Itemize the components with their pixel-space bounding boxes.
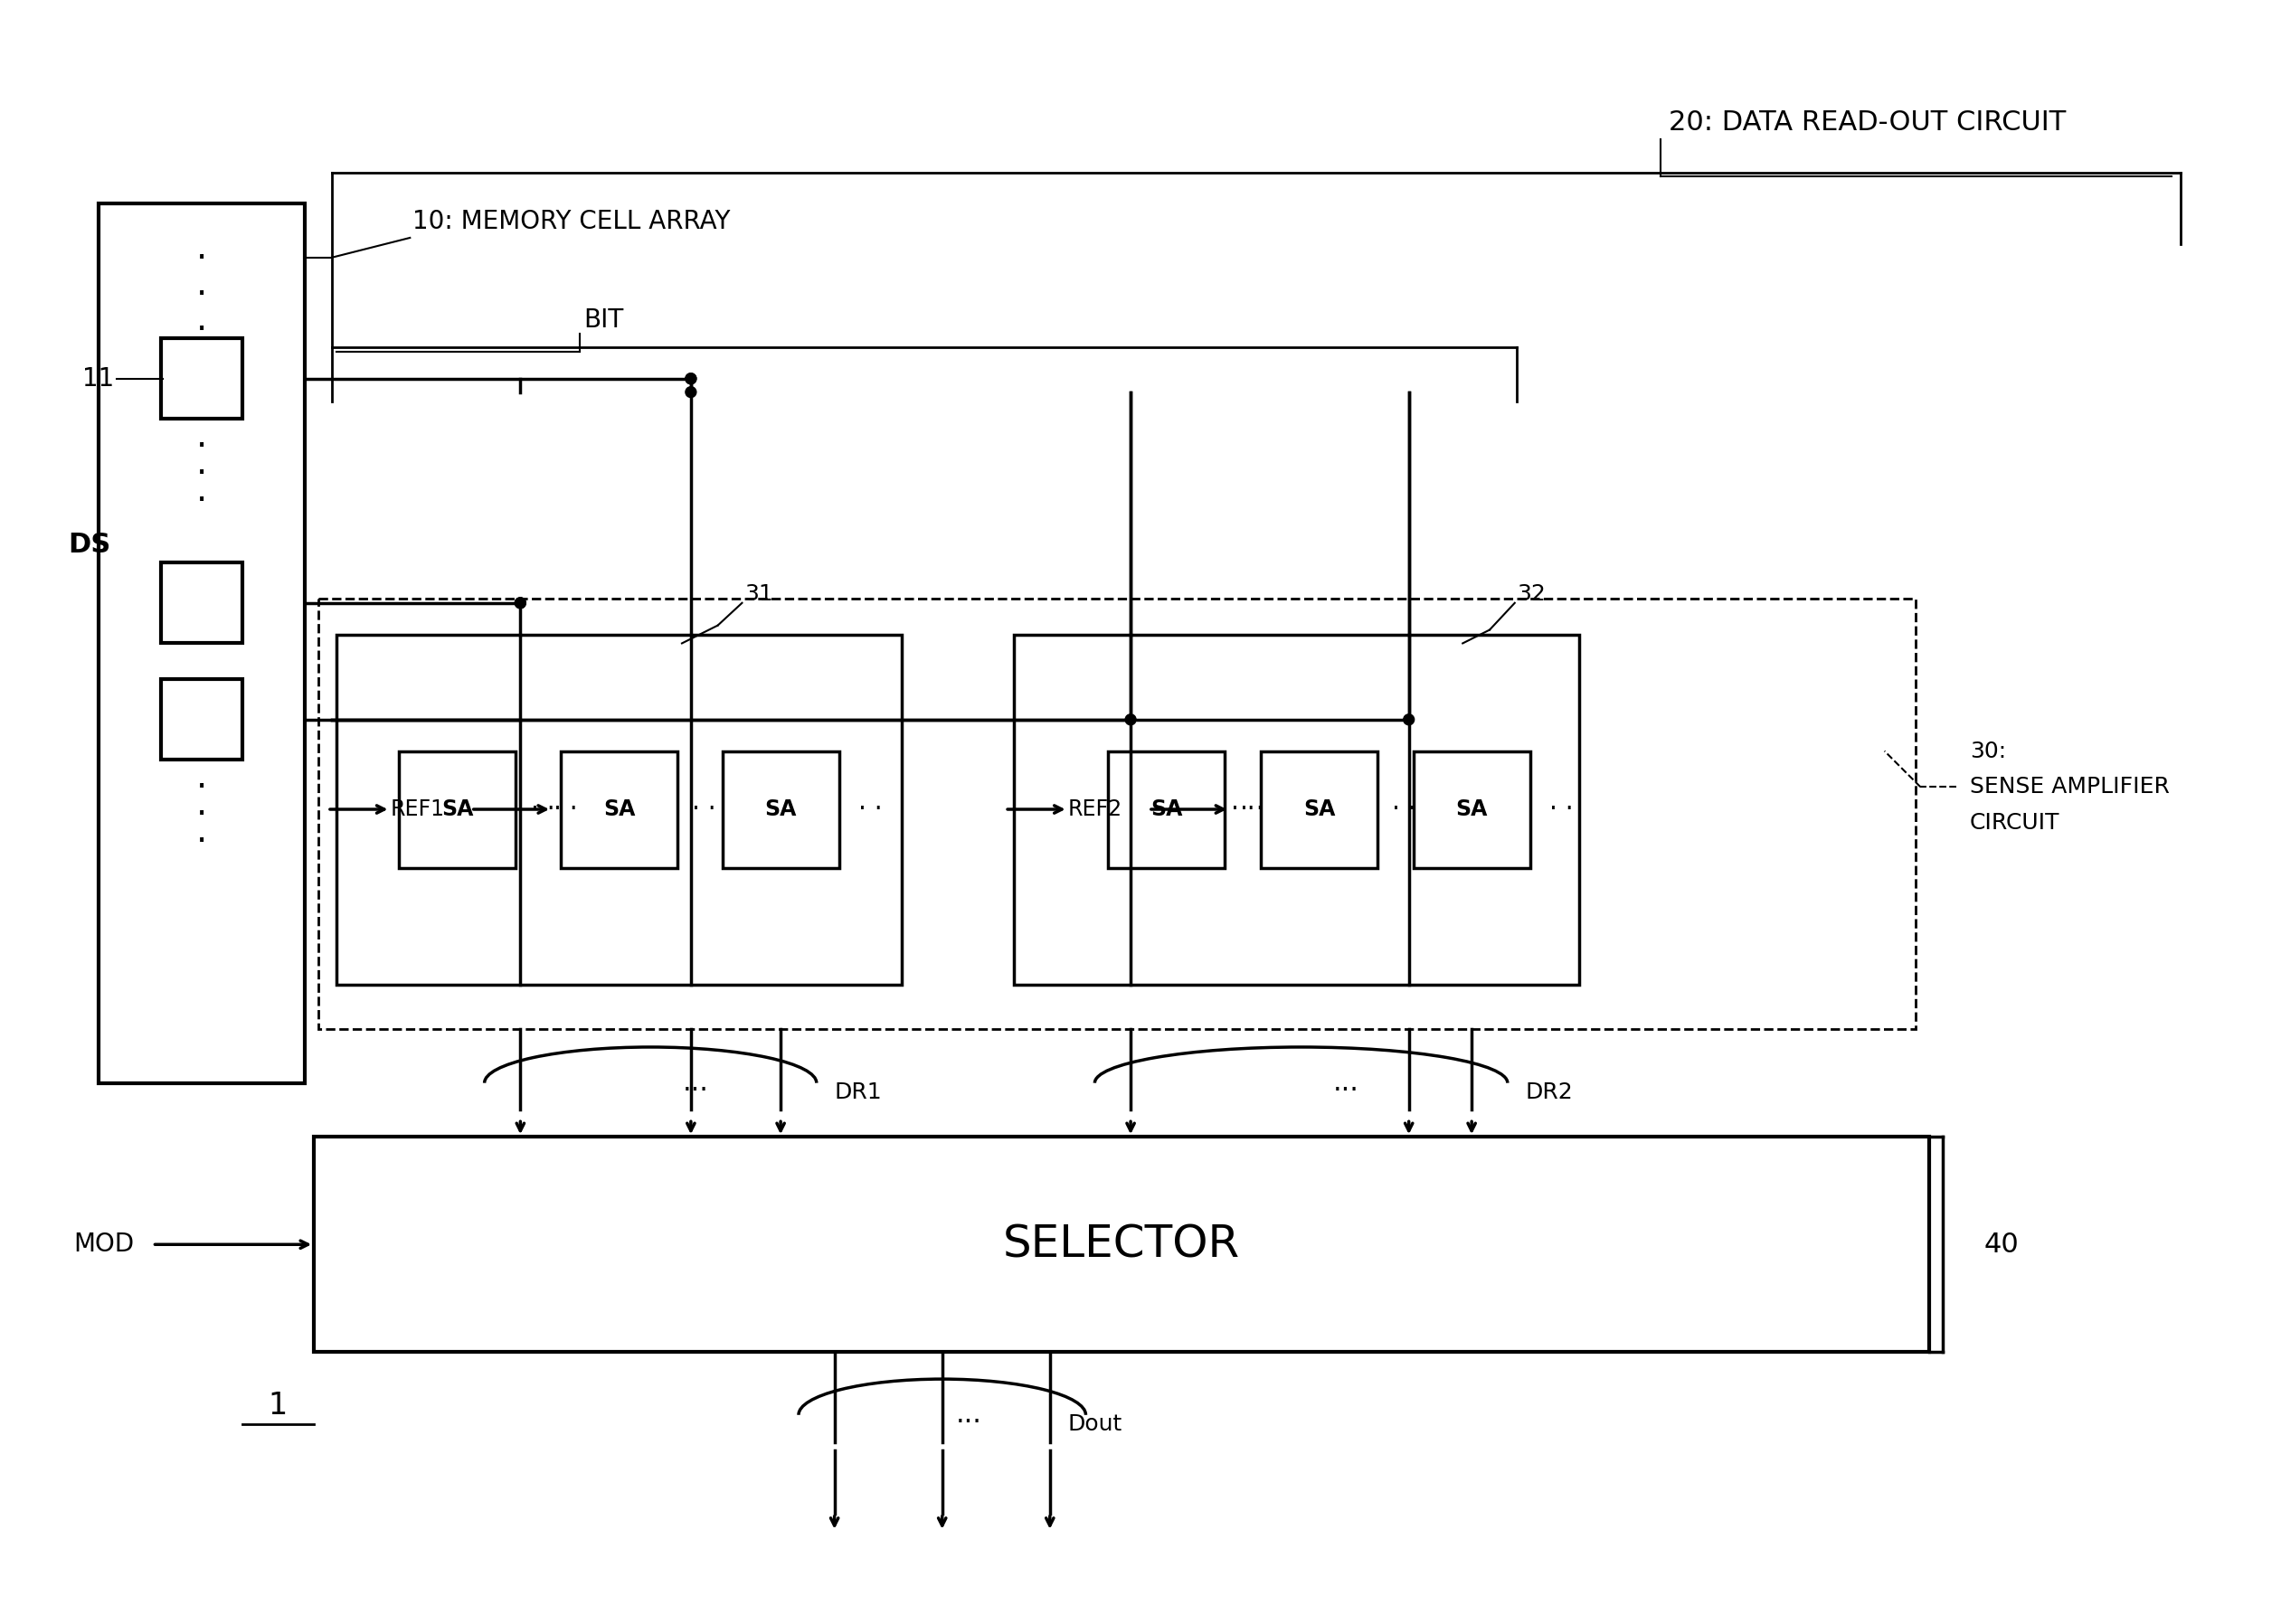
Text: .: .: [196, 268, 208, 302]
Text: SA: SA: [1150, 799, 1182, 820]
Text: SA: SA: [602, 799, 634, 820]
Text: DR2: DR2: [1526, 1082, 1574, 1103]
Text: .: .: [196, 788, 208, 822]
Bar: [335, 635, 901, 984]
Text: 30:: 30:: [1971, 741, 2005, 762]
Text: ...: ...: [682, 1070, 709, 1096]
Text: CIRCUIT: CIRCUIT: [1971, 812, 2060, 833]
Circle shape: [1125, 715, 1136, 724]
Text: 10: MEMORY CELL ARRAY: 10: MEMORY CELL ARRAY: [413, 209, 730, 234]
Text: BIT: BIT: [584, 307, 623, 333]
Text: SA: SA: [764, 799, 796, 820]
Text: SA: SA: [443, 799, 474, 820]
Text: REF1: REF1: [390, 799, 445, 820]
Text: · ·: · ·: [1549, 797, 1574, 822]
Text: 1: 1: [269, 1392, 287, 1421]
Bar: [1109, 750, 1225, 867]
Text: .: .: [196, 447, 208, 481]
Text: · ·: · ·: [554, 797, 577, 822]
Text: SA: SA: [1302, 799, 1334, 820]
Text: 32: 32: [1517, 583, 1544, 604]
Text: SELECTOR: SELECTOR: [1004, 1223, 1241, 1267]
Text: 11: 11: [82, 365, 114, 391]
Text: MOD: MOD: [73, 1233, 135, 1257]
Text: · ·: · ·: [858, 797, 883, 822]
Text: ...: ...: [956, 1402, 983, 1427]
Circle shape: [687, 374, 696, 383]
Text: 20: DATA READ-OUT CIRCUIT: 20: DATA READ-OUT CIRCUIT: [1670, 110, 2067, 136]
Text: DR1: DR1: [835, 1082, 883, 1103]
Text: SENSE AMPLIFIER: SENSE AMPLIFIER: [1971, 776, 2169, 797]
Text: SA: SA: [1455, 799, 1487, 820]
Text: .: .: [196, 419, 208, 455]
Text: Dout: Dout: [1068, 1413, 1122, 1434]
Text: DS: DS: [68, 531, 112, 557]
Bar: [162, 679, 242, 760]
Text: .: .: [196, 474, 208, 508]
Bar: [399, 750, 516, 867]
Text: 31: 31: [744, 583, 773, 604]
Text: REF2: REF2: [1068, 799, 1122, 820]
Text: 40: 40: [1984, 1231, 2019, 1257]
Bar: [561, 750, 677, 867]
Text: · ·: · ·: [693, 797, 716, 822]
Circle shape: [687, 374, 696, 383]
Bar: [1261, 750, 1378, 867]
Circle shape: [516, 598, 525, 609]
Text: · ·: · ·: [1391, 797, 1417, 822]
Bar: [162, 562, 242, 643]
Circle shape: [516, 598, 525, 609]
Bar: [319, 599, 1916, 1030]
Bar: [98, 203, 306, 1083]
Text: · ·: · ·: [1241, 797, 1264, 822]
Bar: [315, 1137, 1930, 1353]
Text: · ·: · ·: [531, 797, 554, 822]
Text: .: .: [196, 304, 208, 338]
Text: .: .: [196, 815, 208, 849]
Bar: [1015, 635, 1578, 984]
Text: .: .: [196, 231, 208, 266]
Bar: [723, 750, 839, 867]
Text: ...: ...: [1332, 1070, 1359, 1096]
Bar: [162, 338, 242, 419]
Text: .: .: [196, 760, 208, 796]
Circle shape: [687, 387, 696, 398]
Bar: [1414, 750, 1531, 867]
Circle shape: [1403, 715, 1414, 724]
Text: · ·: · ·: [1232, 797, 1255, 822]
